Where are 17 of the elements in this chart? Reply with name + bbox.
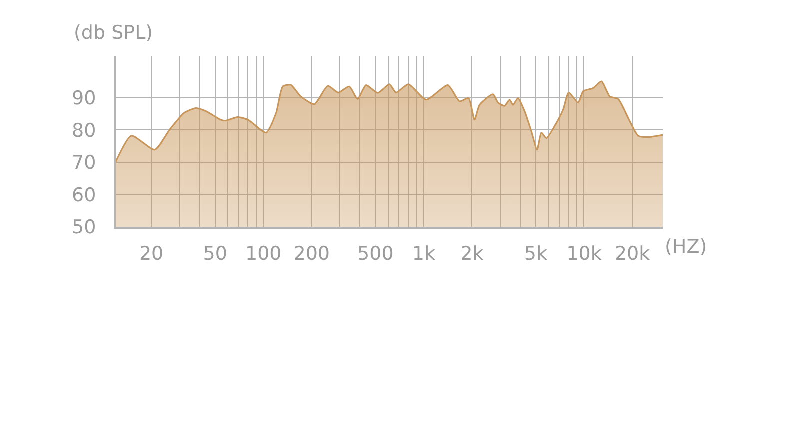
y-tick-label: 90	[72, 88, 96, 110]
y-axis-title: (db SPL)	[74, 22, 154, 44]
y-tick-label: 80	[72, 120, 96, 142]
x-tick-label: 100	[245, 242, 282, 265]
x-axis-title: (HZ)	[665, 236, 708, 258]
y-tick-label: 70	[72, 152, 96, 174]
x-tick-label: 1k	[412, 242, 436, 265]
x-tick-label: 20k	[614, 242, 650, 265]
x-tick-label: 500	[358, 242, 394, 265]
x-tick-label: 200	[294, 242, 330, 265]
y-tick-label: 50	[72, 216, 96, 239]
x-tick-label: 50	[203, 242, 228, 265]
x-tick-label: 10k	[566, 242, 602, 265]
x-tick-label: 2k	[460, 242, 484, 265]
x-tick-label: 20	[139, 242, 164, 265]
x-tick-label: 5k	[524, 242, 548, 265]
y-tick-label: 60	[72, 184, 96, 206]
